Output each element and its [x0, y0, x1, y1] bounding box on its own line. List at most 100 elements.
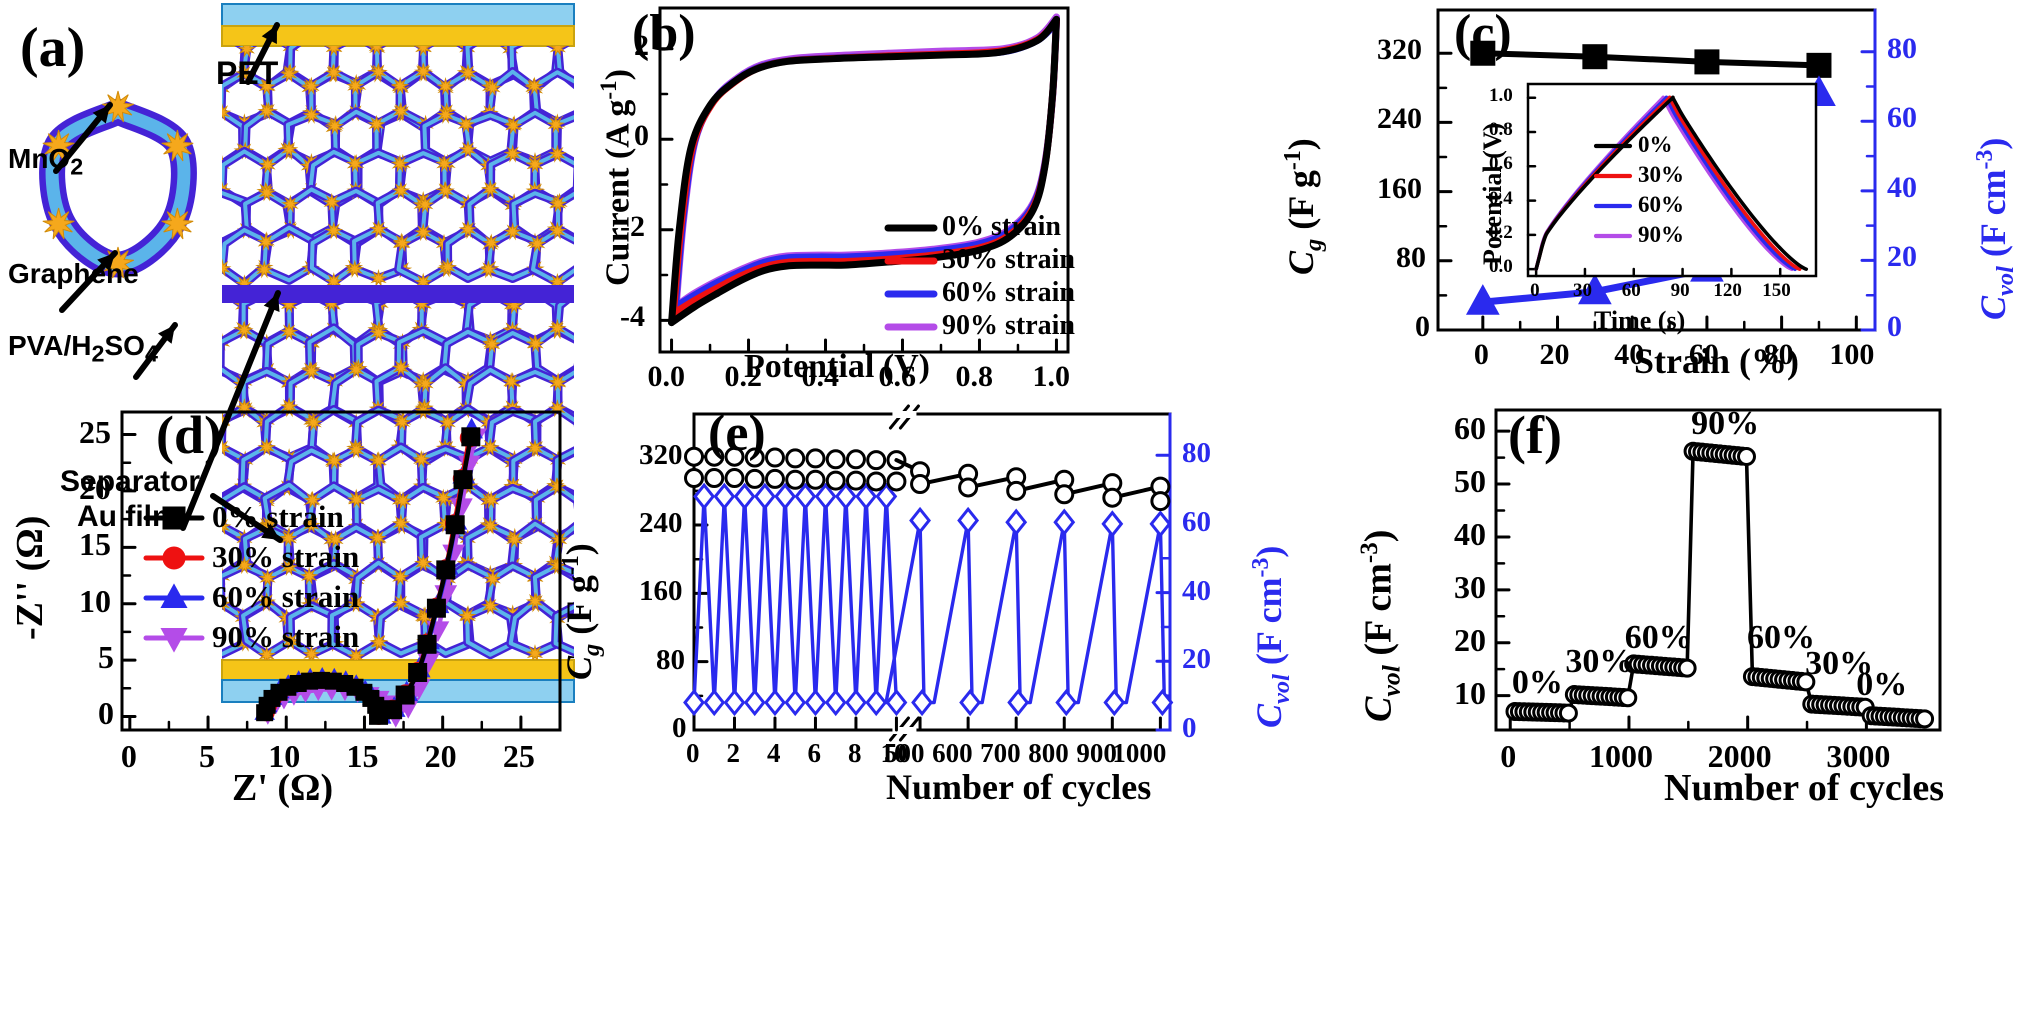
panel-e-xtick-right-3: 800 — [1028, 738, 1069, 768]
panel-e-ytick-left-1: 80 — [656, 643, 685, 676]
panel-f-ylabel: Cvol (F cm-3) — [1356, 529, 1406, 722]
panel-b-xtick-4: 0.8 — [955, 360, 993, 393]
panel-e-ytick-left-2: 160 — [639, 575, 683, 608]
panel-f-annotation-0: 0% — [1511, 663, 1563, 701]
panel-c-inset-ytick-5: 1.0 — [1489, 84, 1513, 106]
panel-c-inset-ytick-1: 0.2 — [1489, 221, 1513, 243]
panel-d-letter: (d) — [156, 405, 222, 465]
panel-c-xtick-4: 80 — [1763, 338, 1794, 371]
panel-f-ytick-4: 50 — [1454, 463, 1486, 500]
panel-c-capacitance-vs-strain — [1420, 0, 1980, 400]
panel-b-legend-item-1: 30% strain — [942, 244, 1075, 275]
panel-c-xlabel: Strain (%) — [1634, 341, 1799, 381]
panel-c-inset-ytick-4: 0.8 — [1489, 119, 1513, 140]
panel-f-ytick-5: 60 — [1454, 410, 1486, 447]
panel-e-ytick-right-4: 80 — [1182, 437, 1211, 470]
panel-f-xtick-1: 1000 — [1588, 738, 1653, 774]
panel-f-xlabel: Number of cycles — [1664, 767, 1945, 809]
panel-c-ytick-left-4: 320 — [1377, 33, 1422, 67]
panel-f-ytick-0: 10 — [1454, 674, 1486, 711]
panel-d-legend-item-1: 30% strain — [212, 539, 360, 574]
panel-d-ylabel: -Z'' (Ω) — [9, 515, 51, 640]
panel-e-ytick-right-2: 40 — [1182, 574, 1211, 607]
panel-b-ytick-1: 0 — [634, 119, 649, 153]
panel-f-annotation-1: 30% — [1565, 642, 1634, 680]
panel-d-ytick-0: 0 — [98, 695, 114, 732]
label-pva: PVA/H2SO4 — [8, 330, 158, 367]
panel-e-xtick-left-4: 8 — [847, 738, 862, 768]
panel-f-annotation-3: 90% — [1691, 404, 1760, 442]
panel-e-xtick-right-1: 600 — [932, 738, 973, 768]
panel-c-inset-xtick-1: 30 — [1572, 280, 1592, 301]
panel-f-ytick-2: 30 — [1454, 568, 1486, 605]
panel-e-ytick-right-1: 20 — [1182, 643, 1211, 676]
panel-c-inset-legend-1: 30% — [1638, 162, 1684, 187]
panel-d-xtick-1: 5 — [199, 738, 216, 774]
panel-c-ytick-left-3: 240 — [1377, 102, 1422, 136]
panel-c-inset-ytick-3: 0.6 — [1489, 153, 1513, 175]
label-pet: PET — [216, 55, 279, 91]
panel-f-annotation-2: 60% — [1624, 618, 1693, 656]
panel-c-inset-xlabel: Time (s) — [1594, 306, 1686, 335]
label-mno2: MnO2 — [8, 143, 84, 180]
panel-b-ytick-2: -2 — [620, 209, 645, 243]
panel-e-xtick-right-0: 500 — [884, 738, 925, 768]
panel-c-ytick-left-1: 80 — [1396, 240, 1426, 274]
panel-c-xtick-3: 60 — [1688, 338, 1719, 371]
panel-c-inset-xtick-4: 120 — [1713, 280, 1742, 301]
panel-d-xtick-5: 25 — [502, 738, 535, 774]
panel-d-legend-item-3: 90% strain — [212, 619, 360, 654]
panel-e-xtick-left-2: 4 — [766, 738, 781, 768]
panel-f-annotation-6: 0% — [1856, 666, 1908, 704]
panel-a-schematic — [0, 0, 580, 800]
panel-c-inset-xtick-2: 60 — [1621, 280, 1641, 301]
label-separator: Separator — [60, 465, 201, 498]
panel-b-xtick-0: 0.0 — [647, 360, 686, 393]
panel-f-xtick-0: 0 — [1500, 738, 1517, 774]
panel-e-ytick-left-0: 0 — [672, 712, 687, 744]
panel-d-legend-item-0: 0% strain — [212, 499, 344, 534]
panel-b-ytick-3: -4 — [620, 300, 645, 334]
panel-c-ytick-right-3: 60 — [1887, 101, 1917, 135]
panel-e-ytick-right-0: 0 — [1182, 712, 1197, 744]
panel-c-ylabel-left: Cg (F g-1) — [1280, 138, 1328, 275]
panel-e-ytick-left-4: 320 — [639, 438, 683, 471]
panel-b-legend-item-3: 90% strain — [942, 310, 1075, 341]
panel-b-xtick-1: 0.2 — [724, 360, 763, 393]
panel-b-xtick-3: 0.6 — [878, 360, 916, 393]
panel-e-ylabel-right: Cvol (F cm-3) — [1248, 545, 1296, 728]
panel-f-ytick-1: 20 — [1454, 621, 1486, 658]
panel-d-xtick-2: 10 — [268, 738, 301, 774]
panel-e-cycling-plot — [670, 400, 1230, 820]
panel-f-ytick-3: 40 — [1454, 515, 1486, 552]
panel-f-annotation-4: 60% — [1746, 618, 1815, 656]
panel-c-xtick-5: 100 — [1829, 338, 1875, 371]
panel-f-xtick-2: 2000 — [1707, 738, 1772, 774]
panel-d-ytick-1: 5 — [98, 639, 114, 676]
panel-e-ylabel-left: Cg (F g-1) — [558, 543, 606, 680]
panel-b-xtick-2: 0.4 — [801, 360, 840, 393]
panel-b-ytick-0: 2 — [634, 28, 649, 62]
panel-c-ytick-right-1: 20 — [1887, 240, 1917, 274]
panel-c-xtick-0: 0 — [1473, 338, 1489, 371]
panel-e-xlabel: Number of cycles — [886, 767, 1152, 807]
panel-c-inset-ytick-2: 0.4 — [1489, 187, 1513, 209]
panel-b-ylabel: Current (A g-1) — [596, 69, 637, 286]
panel-c-inset-ylabel: Potential (V) — [1478, 122, 1507, 265]
panel-c-inset-legend-3: 90% — [1638, 222, 1684, 247]
panel-d-ytick-3: 15 — [79, 526, 111, 563]
panel-c-inset-ytick-0: 0.0 — [1489, 256, 1513, 278]
panel-c-ytick-right-2: 40 — [1887, 170, 1917, 204]
panel-e-xtick-left-0: 0 — [686, 738, 700, 768]
panel-d-xlabel: Z' (Ω) — [232, 767, 334, 809]
panel-c-ylabel-right: Cvol (F cm-3) — [1972, 137, 2020, 320]
panel-c-xtick-1: 20 — [1539, 338, 1570, 371]
label-graphene: Graphene — [8, 258, 139, 289]
panel-c-inset-legend-0: 0% — [1638, 132, 1673, 157]
panel-d-xtick-0: 0 — [120, 738, 137, 774]
panel-e-xtick-right-4: 900 — [1076, 738, 1117, 768]
panel-c-letter: (c) — [1454, 5, 1512, 62]
panel-b-legend-item-2: 60% strain — [942, 277, 1075, 308]
panel-d-nyquist-plot — [60, 400, 580, 820]
